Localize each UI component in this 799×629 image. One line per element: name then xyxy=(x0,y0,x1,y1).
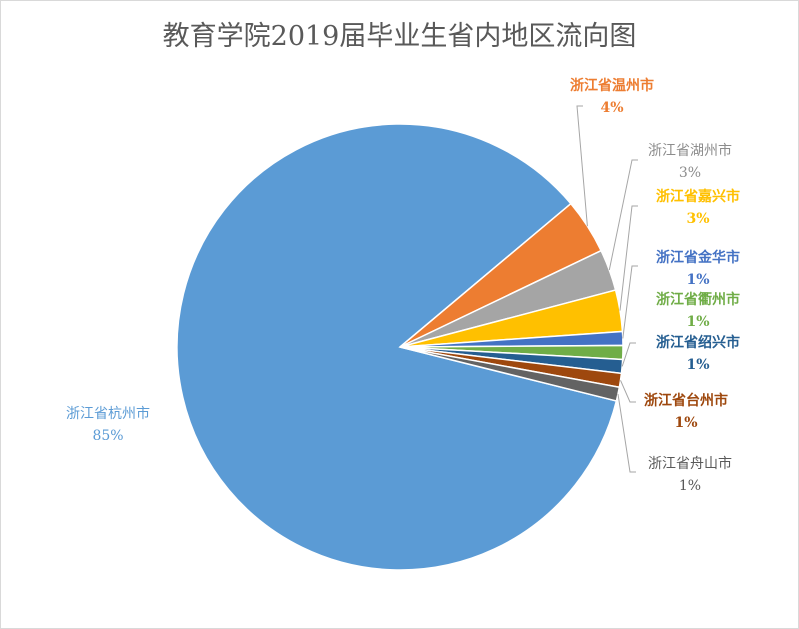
leader-line-3 xyxy=(608,159,638,271)
slice-label-9: 浙江省舟山市 xyxy=(648,455,732,472)
leader-line-2 xyxy=(576,105,588,227)
slice-value-9: 1% xyxy=(679,478,701,494)
slice-label-4: 浙江省嘉兴市 xyxy=(656,188,740,205)
slice-label-6: 浙江省衢州市 xyxy=(656,291,740,308)
slice-value-1: 85% xyxy=(92,428,123,444)
slice-value-5: 1% xyxy=(686,272,709,288)
slice-label-8: 浙江省台州市 xyxy=(644,392,728,409)
leader-lines xyxy=(576,105,638,473)
slice-value-8: 1% xyxy=(674,415,697,431)
slice-label-2: 浙江省温州市 xyxy=(570,77,654,94)
leader-line-9 xyxy=(617,394,636,473)
leader-line-5 xyxy=(622,265,638,339)
slice-value-7: 1% xyxy=(686,357,709,373)
slice-label-5: 浙江省金华市 xyxy=(656,249,740,266)
pie-slices xyxy=(176,123,624,571)
slice-value-2: 4% xyxy=(600,100,623,116)
slice-value-3: 3% xyxy=(679,165,701,181)
slice-label-7: 浙江省绍兴市 xyxy=(656,334,740,351)
slice-value-4: 3% xyxy=(686,211,709,227)
data-labels: 浙江省杭州市 85% 浙江省温州市 4% 浙江省湖州市 3% 浙江省嘉兴市 3% 浙江省金华市 1… xyxy=(66,77,740,494)
slice-label-3: 浙江省湖州市 xyxy=(648,142,732,159)
leader-line-4 xyxy=(619,205,638,311)
slice-label-1: 浙江省杭州市 xyxy=(66,405,150,422)
leader-line-8 xyxy=(620,380,636,403)
slice-1 xyxy=(176,123,618,571)
chart-title: 教育学院2019届毕业生省内地区流向图 xyxy=(162,21,637,52)
leader-line-7 xyxy=(621,342,636,367)
slice-value-6: 1% xyxy=(686,314,709,330)
